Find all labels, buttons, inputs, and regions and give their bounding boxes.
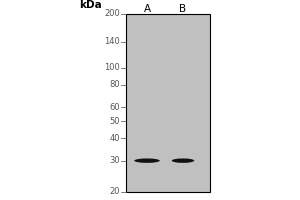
Text: B: B bbox=[179, 4, 187, 14]
Text: 30: 30 bbox=[110, 156, 120, 165]
Text: 80: 80 bbox=[110, 80, 120, 89]
Text: 20: 20 bbox=[110, 188, 120, 196]
Text: 50: 50 bbox=[110, 117, 120, 126]
Text: 40: 40 bbox=[110, 134, 120, 143]
Text: 200: 200 bbox=[104, 9, 120, 19]
Ellipse shape bbox=[172, 158, 194, 163]
Bar bbox=[126, 14, 210, 192]
Text: 100: 100 bbox=[104, 63, 120, 72]
Text: 140: 140 bbox=[104, 37, 120, 46]
Text: 60: 60 bbox=[110, 103, 120, 112]
Text: A: A bbox=[143, 4, 151, 14]
Text: kDa: kDa bbox=[80, 0, 102, 10]
Ellipse shape bbox=[134, 158, 160, 163]
